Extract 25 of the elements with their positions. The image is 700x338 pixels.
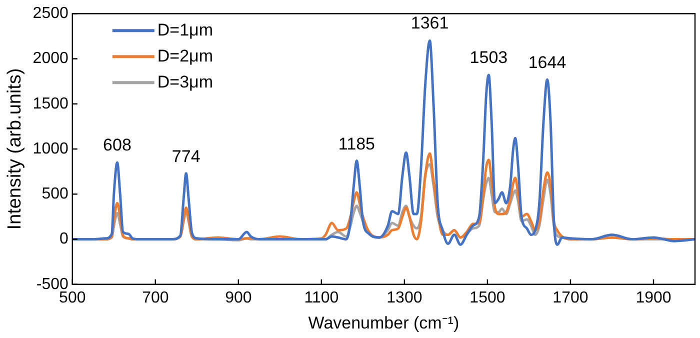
y-tick-label: 500 <box>42 186 68 203</box>
legend-label: D=1μm <box>157 20 214 40</box>
line-series <box>72 39 695 246</box>
annotation: 1185 <box>338 134 375 154</box>
annotation: 608 <box>103 135 132 154</box>
x-tick-label: 1700 <box>552 289 588 306</box>
x-tick-label: 900 <box>225 289 252 306</box>
legend-label: D=3μm <box>157 72 214 92</box>
annotation: 1644 <box>528 53 566 72</box>
y-tick-label: 1500 <box>32 95 68 112</box>
annotation: 774 <box>172 146 200 166</box>
x-tick-label: 1100 <box>304 289 339 306</box>
annotation: 1361 <box>410 13 449 32</box>
y-tick-label: 2000 <box>32 50 68 68</box>
x-tick-label: 700 <box>142 289 169 306</box>
y-tick-label: 1000 <box>32 140 68 158</box>
legend-label: D=2μm <box>157 46 214 66</box>
x-axis-title: Wavenumber (cm⁻¹) <box>308 313 460 332</box>
y-tick-label: 2500 <box>32 5 68 22</box>
annotation: 1503 <box>470 48 508 67</box>
x-tick-label: 1900 <box>636 289 672 306</box>
x-tick-label: 1300 <box>386 289 422 306</box>
x-tick-label: 1500 <box>470 289 506 306</box>
y-axis-title: Intensity (arb.units) <box>4 68 26 230</box>
y-tick-label: 0 <box>59 230 68 248</box>
